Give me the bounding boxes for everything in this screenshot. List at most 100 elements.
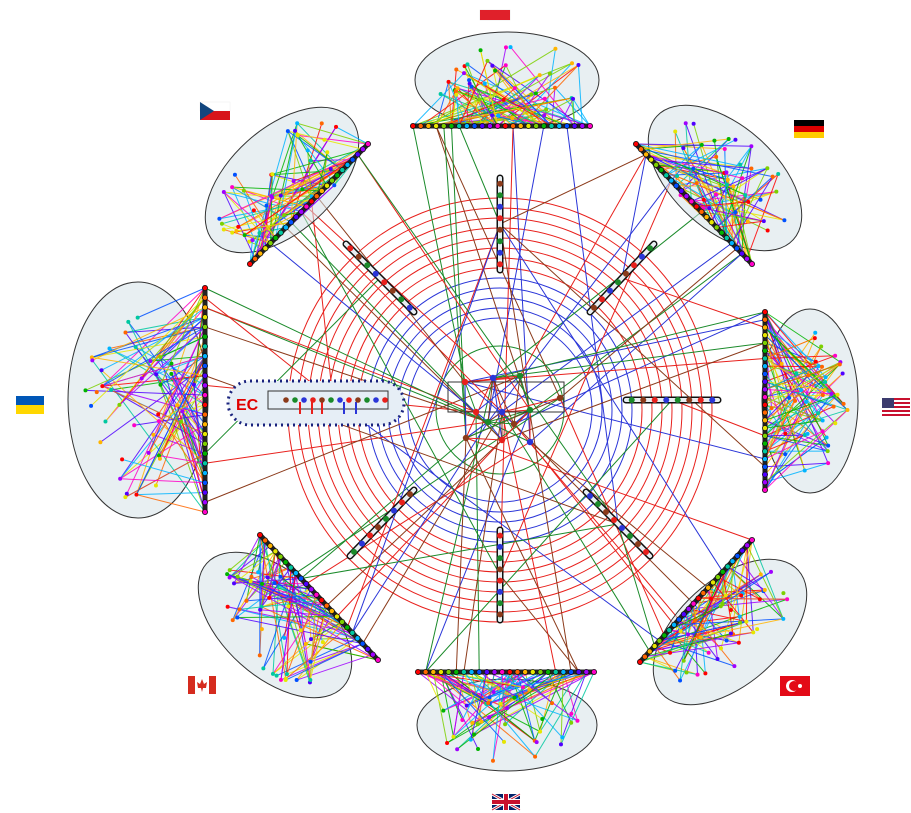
baseline-node (502, 123, 509, 130)
baseline-node (308, 198, 315, 205)
cluster-edge (732, 186, 753, 265)
cluster-point (724, 170, 729, 175)
cluster-edge (558, 98, 574, 127)
spoke-node (607, 287, 613, 294)
cluster-point (724, 182, 729, 187)
cluster-edge (157, 414, 206, 484)
cluster-edge (469, 83, 529, 127)
spoke-node (351, 548, 357, 555)
cluster-point (765, 228, 770, 233)
cluster-edge (302, 154, 359, 190)
cluster-point (308, 659, 313, 664)
spoke-node (367, 532, 373, 539)
baseline-node (201, 304, 208, 311)
spoke-node (497, 600, 503, 607)
baseline-node (552, 669, 559, 676)
cluster-point (558, 742, 563, 747)
cluster-point (835, 392, 840, 397)
spoke-node (619, 525, 625, 531)
cluster-edge (635, 143, 725, 174)
baseline-node (762, 308, 769, 315)
cluster-edge (764, 342, 824, 421)
cluster-point (762, 588, 767, 593)
cluster-edge (644, 571, 772, 658)
baseline-node (369, 651, 376, 658)
cluster-point (737, 614, 742, 619)
cluster-point (713, 192, 718, 197)
spoke-node (663, 397, 670, 403)
cluster-point (706, 650, 711, 655)
cross-link (270, 242, 489, 423)
cluster-point (156, 419, 161, 424)
cluster-edge (440, 671, 505, 743)
ec-node: EC (226, 379, 406, 427)
cluster-edge (90, 297, 206, 407)
baseline-node (298, 575, 305, 582)
cluster-point (770, 174, 775, 179)
cluster-point (746, 199, 751, 204)
cross-link (559, 247, 738, 399)
cluster-point (305, 148, 310, 153)
baseline-node (568, 669, 575, 676)
cluster-point (232, 172, 237, 177)
cluster-edge (764, 381, 825, 391)
cross-link (492, 342, 766, 379)
cluster-point (837, 362, 842, 367)
cluster-edge (501, 671, 524, 688)
baseline-node (272, 234, 279, 241)
baseline-node (201, 314, 208, 321)
baseline-node (201, 382, 208, 389)
cluster-point (221, 189, 226, 194)
cluster-edge (272, 621, 343, 675)
cluster-point (779, 361, 784, 366)
baseline-node (738, 250, 745, 257)
baseline-node (517, 123, 524, 130)
baseline-node (201, 343, 208, 350)
cluster-point (833, 353, 838, 358)
spoke-node (347, 245, 354, 252)
baseline-node (638, 146, 645, 153)
cluster-point (491, 690, 496, 695)
cluster-point (823, 375, 828, 380)
cluster-point (284, 672, 289, 677)
cluster-edge (307, 150, 313, 202)
ec-node-dot (292, 397, 298, 403)
cross-link (487, 125, 545, 423)
cluster-edge (685, 123, 692, 202)
cluster-point (291, 179, 296, 184)
cluster-point (100, 384, 105, 389)
hub-link (465, 409, 531, 439)
cluster-point (691, 166, 696, 171)
cluster-point (726, 136, 731, 141)
cluster-point (319, 121, 324, 126)
cluster-point (89, 403, 94, 408)
hub-node (484, 418, 492, 426)
baseline-node (705, 584, 712, 591)
baseline-node (272, 548, 279, 555)
cluster-edge (158, 394, 206, 422)
cluster-point (227, 575, 232, 580)
cluster-edge (678, 619, 740, 644)
spoke-node (674, 397, 681, 403)
cluster-edge (635, 143, 765, 222)
cluster-edge (260, 609, 338, 618)
baseline-node (673, 182, 680, 189)
cluster-edge (493, 671, 595, 693)
cluster-point (123, 495, 128, 500)
spoke-node (497, 180, 503, 187)
cross-link (475, 411, 480, 673)
cluster-point (486, 700, 491, 705)
cluster-point (547, 71, 552, 76)
cluster-edge (170, 363, 206, 474)
cross-link (351, 421, 489, 634)
cluster-point (236, 224, 241, 229)
cluster-edge (309, 594, 317, 683)
baseline-node (460, 669, 467, 676)
cluster-point (234, 228, 239, 233)
baseline-node (762, 316, 769, 323)
hub-node (498, 408, 506, 416)
cluster-point (460, 718, 465, 723)
cluster-point (309, 637, 314, 642)
cluster-edge (458, 60, 488, 127)
cluster-point (300, 187, 305, 192)
